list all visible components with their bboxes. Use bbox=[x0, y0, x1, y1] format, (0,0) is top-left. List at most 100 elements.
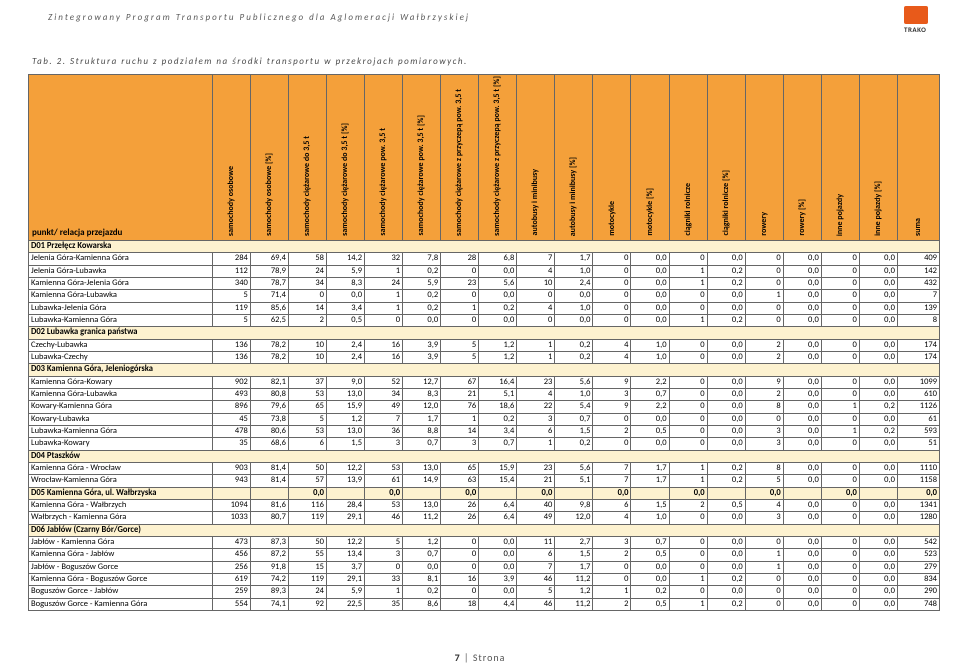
cell: 4 bbox=[517, 265, 555, 277]
cell: 0,0 bbox=[631, 413, 669, 425]
cell: 0 bbox=[821, 549, 859, 561]
row-name: Boguszów Gorce - Kamienna Góra bbox=[29, 598, 213, 610]
cell: 0,0 bbox=[783, 426, 821, 438]
cell: 1,0 bbox=[555, 265, 593, 277]
cell: 1,5 bbox=[631, 500, 669, 512]
cell: 554 bbox=[212, 598, 250, 610]
table-row: Kamienna Góra - Boguszów Gorce61974,2119… bbox=[29, 574, 940, 586]
cell: 80,7 bbox=[250, 512, 288, 524]
cell: 112 bbox=[212, 265, 250, 277]
cell: 9,8 bbox=[555, 500, 593, 512]
cell: 136 bbox=[212, 351, 250, 363]
cell: 92 bbox=[288, 598, 326, 610]
table-row: Czechy-Lubawka13678,2102,4163,951,210,24… bbox=[29, 339, 940, 351]
cell: 6 bbox=[517, 426, 555, 438]
cell: 1,5 bbox=[555, 549, 593, 561]
cell: 53 bbox=[288, 388, 326, 400]
cell: 0,0 bbox=[859, 302, 897, 314]
cell: 478 bbox=[212, 426, 250, 438]
cell: 0 bbox=[821, 561, 859, 573]
cell: 0 bbox=[669, 549, 707, 561]
cell: 3 bbox=[593, 388, 631, 400]
cell: 2,2 bbox=[631, 376, 669, 388]
cell: 523 bbox=[897, 549, 939, 561]
cell: 1,2 bbox=[403, 537, 441, 549]
table-row: Kowary-Kamienna Góra89679,66515,94912,07… bbox=[29, 401, 940, 413]
cell: 1 bbox=[669, 314, 707, 326]
cell: 0 bbox=[821, 339, 859, 351]
cell: 0,5 bbox=[631, 426, 669, 438]
cell: 0,0 bbox=[707, 512, 745, 524]
cell: 0,2 bbox=[707, 277, 745, 289]
cell: 3,4 bbox=[326, 302, 364, 314]
cell: 619 bbox=[212, 574, 250, 586]
cell: 0 bbox=[821, 586, 859, 598]
cell: 35 bbox=[212, 438, 250, 450]
cell: 3 bbox=[365, 438, 403, 450]
cell: 68,6 bbox=[250, 438, 288, 450]
cell: 0,0 bbox=[707, 401, 745, 413]
cell: 340 bbox=[212, 277, 250, 289]
cell: 13,0 bbox=[326, 426, 364, 438]
cell: 432 bbox=[897, 277, 939, 289]
cell: 0,2 bbox=[479, 302, 517, 314]
cell: 26 bbox=[441, 512, 479, 524]
table-body: D01 Przełęcz KowarskaJelenia Góra-Kamien… bbox=[29, 240, 940, 610]
cell: 4 bbox=[593, 512, 631, 524]
cell: 136 bbox=[212, 339, 250, 351]
cell: 1033 bbox=[212, 512, 250, 524]
cell: 902 bbox=[212, 376, 250, 388]
logo-text: TRAKO bbox=[904, 25, 936, 34]
cell: 0,0 bbox=[783, 475, 821, 487]
cell: 2 bbox=[745, 388, 783, 400]
cell: 0 bbox=[593, 413, 631, 425]
cell: 5 bbox=[212, 314, 250, 326]
cell: 89,3 bbox=[250, 586, 288, 598]
cell: 473 bbox=[212, 537, 250, 549]
cell: 0 bbox=[441, 586, 479, 598]
cell: 1,7 bbox=[631, 463, 669, 475]
cell: 279 bbox=[897, 561, 939, 573]
cell: 1 bbox=[745, 549, 783, 561]
cell: 5 bbox=[745, 475, 783, 487]
cell: 0,2 bbox=[479, 413, 517, 425]
cell: 0 bbox=[593, 314, 631, 326]
doc-header: Zintegrowany Program Transportu Publiczn… bbox=[48, 12, 912, 23]
cell: 0,0 bbox=[859, 265, 897, 277]
cell: 0,2 bbox=[707, 463, 745, 475]
cell: 0 bbox=[669, 512, 707, 524]
table-row: Boguszów Gorce - Kamienna Góra55474,1922… bbox=[29, 598, 940, 610]
cell: 0,2 bbox=[403, 265, 441, 277]
cell: 1,5 bbox=[326, 438, 364, 450]
cell: 0,0 bbox=[859, 561, 897, 573]
cell: 9 bbox=[593, 376, 631, 388]
cell: 0,0 bbox=[783, 561, 821, 573]
table-caption: Tab. 2. Struktura ruchu z podziałem na ś… bbox=[32, 56, 468, 67]
cell: 0,5 bbox=[707, 500, 745, 512]
cell: 9 bbox=[593, 401, 631, 413]
cell: 80,8 bbox=[250, 388, 288, 400]
cell: 1 bbox=[745, 561, 783, 573]
cell: 0 bbox=[517, 314, 555, 326]
table-row: Kamienna Góra-Lubawka571,400,010,200,000… bbox=[29, 290, 940, 302]
col-header: motocykle [%] bbox=[631, 75, 669, 241]
cell: 1 bbox=[821, 401, 859, 413]
cell: 51 bbox=[897, 438, 939, 450]
cell: 1 bbox=[441, 413, 479, 425]
section-row: D02 Lubawka granica państwa bbox=[29, 327, 940, 339]
cell: 5,6 bbox=[555, 376, 593, 388]
cell: 0 bbox=[745, 413, 783, 425]
cell: 0 bbox=[745, 574, 783, 586]
cell: 71,4 bbox=[250, 290, 288, 302]
cell: 0 bbox=[669, 302, 707, 314]
cell: 119 bbox=[288, 512, 326, 524]
cell: 834 bbox=[897, 574, 939, 586]
cell: 0 bbox=[821, 463, 859, 475]
cell: 0 bbox=[365, 314, 403, 326]
cell: 13,0 bbox=[326, 388, 364, 400]
cell: 0,0 bbox=[783, 574, 821, 586]
cell: 0,2 bbox=[707, 314, 745, 326]
cell: 5 bbox=[365, 537, 403, 549]
cell: 0 bbox=[593, 574, 631, 586]
cell: 0 bbox=[593, 302, 631, 314]
